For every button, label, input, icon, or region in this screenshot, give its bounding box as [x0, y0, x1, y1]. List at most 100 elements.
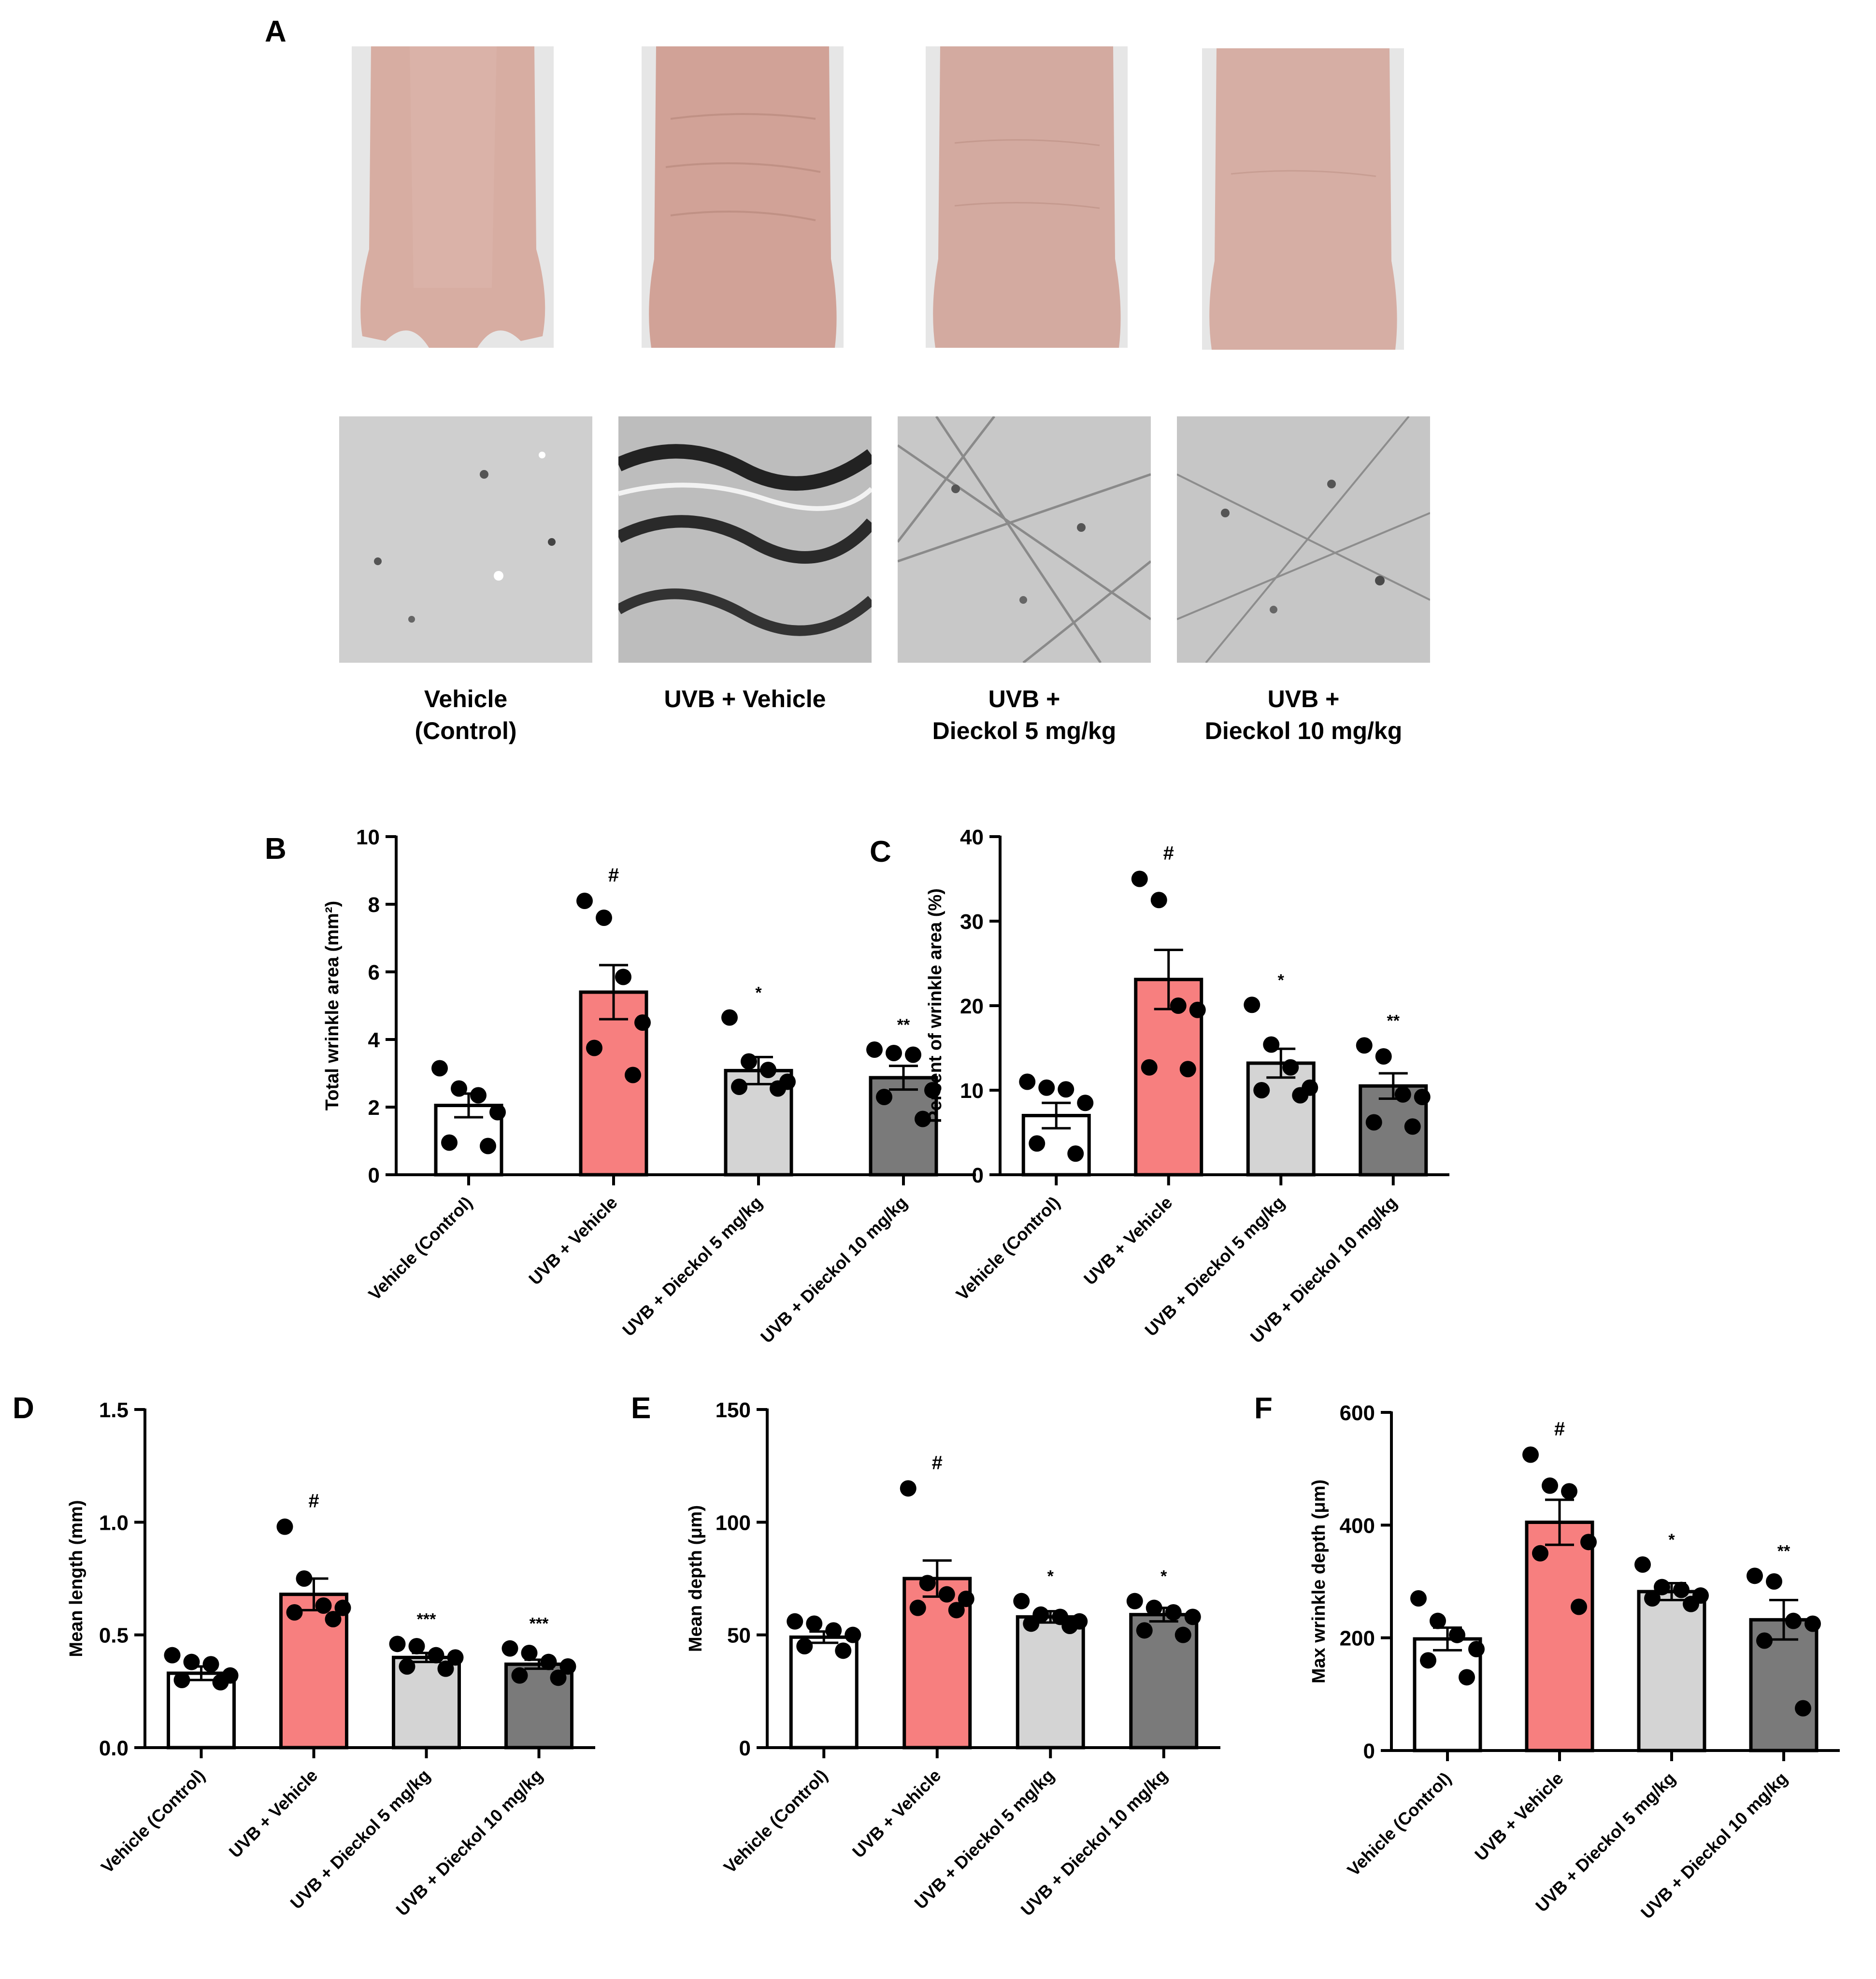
data-point [958, 1591, 974, 1607]
y-axis-label: Mean length (mm) [66, 1500, 86, 1657]
data-point [276, 1518, 293, 1535]
data-point [1420, 1652, 1436, 1669]
data-point [399, 1658, 415, 1675]
data-point [511, 1667, 528, 1684]
photo-caption-uvb-vehicle: UVB + Vehicle [610, 683, 880, 715]
data-point [540, 1653, 557, 1670]
data-point [845, 1626, 861, 1643]
data-point [731, 1079, 747, 1095]
y-tick-label: 40 [960, 826, 984, 849]
significance-marker: ** [1387, 1011, 1400, 1030]
data-point [164, 1647, 181, 1664]
data-point [1766, 1573, 1782, 1590]
data-point [1356, 1037, 1373, 1054]
data-point [315, 1597, 332, 1614]
data-point [1019, 1073, 1036, 1090]
data-point [1013, 1593, 1030, 1609]
data-point [1747, 1567, 1763, 1584]
data-point [1542, 1477, 1558, 1494]
photo-caption-dieckol-10: UVB + Dieckol 10 mg/kg [1168, 683, 1439, 747]
data-point [1067, 1145, 1084, 1162]
data-point [625, 1067, 641, 1083]
data-point [1253, 1082, 1270, 1098]
x-tick-label: UVB + Dieckol 10 mg/kg [757, 1193, 911, 1347]
data-point [480, 1138, 496, 1154]
data-point [835, 1642, 852, 1659]
data-point [212, 1674, 229, 1691]
data-point [1580, 1534, 1597, 1551]
y-tick-label: 4 [368, 1028, 380, 1052]
significance-marker: # [608, 865, 619, 886]
data-point [1795, 1700, 1811, 1717]
significance-marker: # [308, 1491, 319, 1512]
data-point [634, 1014, 651, 1031]
x-tick-label: UVB + Vehicle [225, 1765, 321, 1862]
significance-marker: # [932, 1452, 943, 1473]
significance-marker: ** [1777, 1542, 1790, 1560]
bar-3 [1637, 1590, 1706, 1752]
data-point [1571, 1598, 1587, 1615]
data-point [886, 1045, 902, 1061]
significance-marker: # [1554, 1419, 1565, 1440]
y-tick-label: 6 [368, 961, 380, 984]
y-tick-label: 100 [716, 1511, 751, 1535]
panel-label-c: C [870, 835, 891, 868]
data-point [1189, 1001, 1206, 1018]
y-tick-label: 600 [1340, 1401, 1375, 1425]
data-point [866, 1041, 883, 1058]
data-point [325, 1611, 342, 1627]
x-tick-label: Vehicle (Control) [952, 1193, 1064, 1304]
x-tick-label: UVB + Vehicle [1080, 1193, 1176, 1289]
data-point [451, 1080, 467, 1097]
data-point [1459, 1669, 1475, 1686]
caption-line: Dieckol 5 mg/kg [932, 717, 1117, 744]
data-point [489, 1104, 506, 1121]
chart-b: 0 2 4 6 8 10 Total wrinkle area (mm²) Vehicle (… [322, 826, 976, 1347]
data-point [1029, 1135, 1045, 1152]
data-point [721, 1009, 738, 1026]
y-axis-label: Mean depth (μm) [686, 1505, 706, 1652]
data-point [1077, 1095, 1094, 1111]
data-point [1023, 1615, 1040, 1632]
x-tick-label: UVB + Vehicle [1471, 1768, 1567, 1865]
data-point [1644, 1590, 1661, 1607]
data-point [825, 1622, 842, 1639]
panel-label-f: F [1254, 1392, 1273, 1425]
data-point [173, 1672, 190, 1688]
photo-caption-dieckol-5: UVB + Dieckol 5 mg/kg [889, 683, 1160, 747]
data-point [1785, 1612, 1802, 1629]
data-point [1430, 1612, 1446, 1629]
significance-marker: * [1668, 1531, 1675, 1549]
data-point [586, 1039, 602, 1056]
data-point [919, 1575, 936, 1592]
data-point [1136, 1622, 1153, 1639]
data-point [431, 1060, 448, 1077]
significance-marker: * [755, 984, 762, 1002]
data-point [1263, 1036, 1280, 1053]
chart-f: 0 200 400 600 Max wrinkle depth (μm) Vehicle … [1309, 1401, 1840, 1922]
data-point [1184, 1609, 1201, 1625]
significance-marker: *** [530, 1615, 549, 1633]
replica-image-uvb-vehicle [618, 416, 872, 663]
data-point [286, 1604, 303, 1621]
data-point [1394, 1086, 1411, 1103]
significance-marker: # [1163, 843, 1174, 864]
data-point [1654, 1579, 1670, 1595]
x-tick-label: Vehicle (Control) [364, 1193, 476, 1304]
y-axis-label: Total wrinkle area (mm²) [322, 901, 343, 1111]
data-point [1146, 1599, 1162, 1616]
y-tick-label: 10 [356, 826, 380, 849]
panel-label-a: A [265, 15, 286, 48]
data-point [796, 1638, 813, 1654]
data-point [909, 1599, 926, 1616]
data-point [1365, 1114, 1382, 1131]
x-tick-label: UVB + Dieckol 5 mg/kg [618, 1193, 766, 1340]
data-point [1468, 1641, 1485, 1657]
data-point [1126, 1593, 1143, 1609]
caption-line: Vehicle [424, 685, 508, 712]
panel-label-b: B [265, 832, 286, 866]
y-tick-label: 20 [960, 995, 984, 1018]
data-point [202, 1656, 219, 1673]
data-point [1165, 1604, 1182, 1621]
